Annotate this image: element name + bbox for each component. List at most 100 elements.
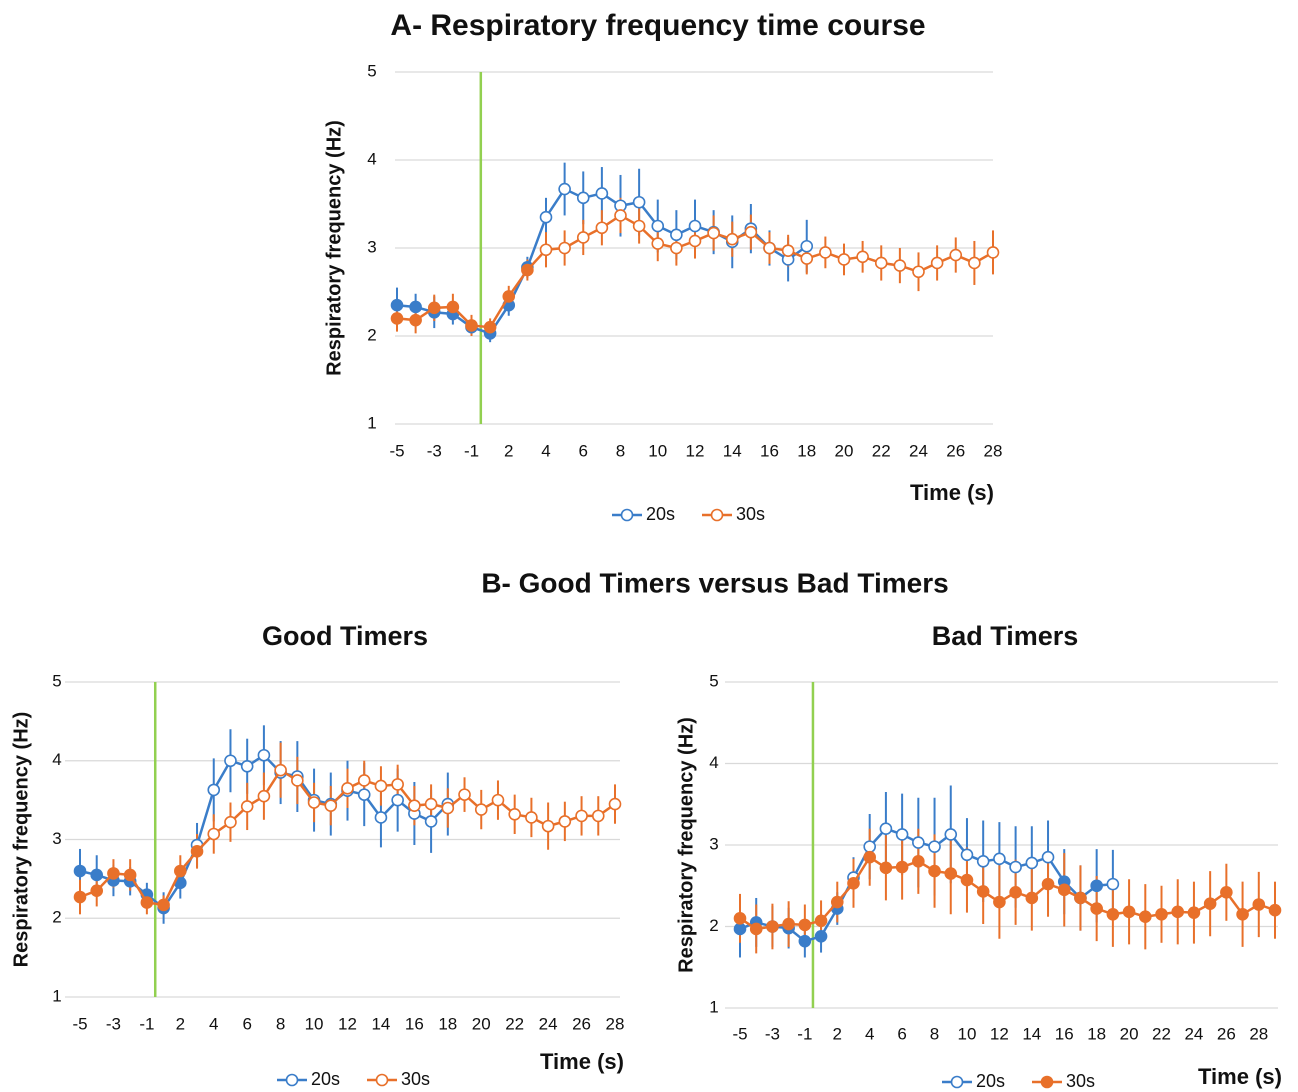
data-point	[591, 809, 605, 823]
data-point	[1236, 907, 1249, 921]
x-tick-label: 18	[438, 1014, 457, 1033]
data-point	[1252, 898, 1266, 911]
data-point	[539, 243, 553, 257]
x-tick-label: -1	[464, 441, 479, 460]
data-point	[928, 864, 941, 878]
data-point	[307, 796, 321, 809]
data-point	[912, 265, 925, 279]
data-point	[837, 253, 851, 266]
x-tick-label: 6	[897, 1024, 906, 1043]
data-point	[1074, 891, 1087, 905]
data-point	[944, 867, 958, 880]
data-point	[291, 774, 304, 787]
y-tick-label: 3	[709, 834, 718, 853]
data-point	[725, 232, 739, 246]
data-point	[1139, 910, 1152, 924]
x-tick-label: 4	[541, 441, 550, 460]
data-point	[1009, 885, 1022, 899]
data-point	[944, 828, 958, 841]
x-tick-label: 12	[990, 1024, 1009, 1043]
data-point	[856, 250, 869, 264]
legend-marker	[710, 508, 724, 522]
data-point	[595, 221, 609, 235]
data-point	[879, 822, 893, 836]
x-tick-label: 24	[1184, 1024, 1203, 1043]
x-tick-label: 26	[946, 441, 965, 460]
x-tick-label: 10	[958, 1024, 977, 1043]
data-point	[949, 248, 963, 262]
x-tick-label: -5	[389, 441, 404, 460]
x-tick-label: 8	[930, 1024, 939, 1043]
data-point	[224, 754, 237, 768]
data-point	[1220, 885, 1233, 899]
data-point	[830, 895, 844, 909]
data-point	[895, 860, 909, 874]
legend-marker	[620, 508, 634, 522]
data-point	[1041, 850, 1055, 864]
data-point	[174, 864, 187, 878]
data-point	[814, 914, 828, 928]
data-point	[1090, 879, 1103, 893]
x-tick-label: -1	[797, 1024, 812, 1043]
data-point	[257, 748, 271, 762]
data-point	[986, 246, 1000, 259]
data-point	[893, 259, 907, 272]
y-tick-label: 1	[367, 413, 376, 432]
data-point	[374, 779, 388, 793]
data-point	[733, 912, 747, 925]
data-point	[1090, 902, 1103, 915]
y-tick-label: 2	[367, 325, 376, 344]
data-point	[1122, 905, 1136, 919]
legend-label: 30s	[736, 504, 765, 524]
y-tick-label: 5	[367, 61, 376, 80]
x-tick-label: 8	[616, 441, 625, 460]
data-point	[474, 803, 488, 816]
chart-title: Bad Timers	[932, 621, 1079, 651]
chart-title: Good Timers	[262, 621, 428, 651]
data-point	[525, 811, 538, 824]
x-tick-label: 22	[505, 1014, 524, 1033]
x-tick-label: 24	[539, 1014, 558, 1033]
data-point	[1025, 856, 1039, 870]
data-point	[960, 848, 974, 862]
data-point	[424, 797, 438, 811]
data-point	[341, 782, 354, 795]
data-point	[190, 845, 204, 858]
data-point	[427, 301, 441, 315]
x-tick-label: -3	[106, 1014, 121, 1033]
data-point	[1106, 907, 1120, 921]
data-point	[1203, 897, 1217, 910]
data-point	[798, 918, 812, 932]
x-tick-label: -1	[139, 1014, 154, 1033]
legend-label: 30s	[1066, 1071, 1095, 1091]
x-tick-label: -3	[765, 1024, 780, 1043]
data-point	[558, 241, 571, 255]
y-tick-label: 3	[367, 237, 376, 256]
data-point	[763, 241, 776, 255]
x-tick-label: 2	[504, 441, 513, 460]
series-line	[739, 855, 1276, 931]
data-point	[390, 298, 404, 312]
data-point	[357, 774, 371, 787]
data-point	[632, 219, 646, 233]
x-tick-label: 26	[572, 1014, 591, 1033]
x-tick-label: 20	[835, 441, 854, 460]
x-axis-title: Time (s)	[540, 1049, 624, 1074]
data-point	[879, 861, 893, 875]
data-point	[446, 300, 460, 314]
x-axis-title: Time (s)	[1198, 1064, 1282, 1089]
x-tick-label: 28	[1249, 1024, 1268, 1043]
data-point	[614, 209, 627, 222]
data-point	[140, 896, 154, 909]
data-point	[928, 840, 941, 853]
x-tick-label: 6	[579, 441, 588, 460]
y-tick-label: 2	[709, 916, 718, 935]
data-point	[800, 239, 814, 253]
data-point	[874, 256, 888, 270]
x-tick-label: 12	[338, 1014, 357, 1033]
y-tick-label: 1	[709, 997, 718, 1016]
data-point	[458, 788, 471, 801]
data-point	[575, 809, 588, 823]
data-point	[324, 799, 338, 812]
legend-label: 20s	[311, 1069, 340, 1089]
